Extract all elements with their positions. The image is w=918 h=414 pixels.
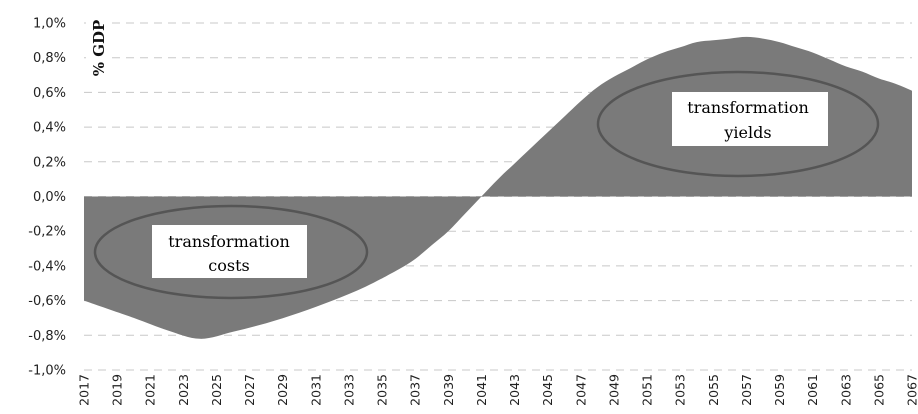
- x-tick-label: 2033: [341, 374, 356, 406]
- y-tick-label: -1,0%: [28, 364, 66, 379]
- x-tick-label: 2019: [110, 374, 125, 406]
- annotation-box: [672, 92, 828, 146]
- x-tick-label: 2017: [77, 374, 92, 406]
- annotation-line-2: yields: [723, 123, 771, 142]
- x-tick-label: 2043: [507, 374, 522, 406]
- x-tick-label: 2055: [706, 374, 721, 406]
- x-tick-label: 2029: [275, 374, 290, 406]
- annotation-box: [152, 225, 307, 278]
- annotation-transformation-costs: transformation costs: [93, 204, 369, 300]
- x-tick-label: 2063: [838, 374, 853, 406]
- x-tick-label: 2045: [540, 374, 555, 406]
- x-tick-label: 2035: [375, 374, 390, 406]
- annotation-transformation-yields: transformation yields: [596, 70, 880, 178]
- y-tick-label: 0,6%: [33, 86, 66, 101]
- x-tick-label: 2061: [805, 374, 820, 406]
- annotation-ellipse: [93, 204, 369, 300]
- annotation-ellipse: [596, 70, 880, 178]
- x-tick-label: 2031: [308, 374, 323, 406]
- x-tick-label: 2039: [441, 374, 456, 406]
- y-tick-label: -0,2%: [28, 225, 66, 240]
- y-tick-label: 1,0%: [33, 17, 66, 32]
- area-series: [84, 36, 912, 339]
- y-axis-label-group: % GDP: [86, 8, 110, 88]
- x-tick-label: 2021: [143, 374, 158, 406]
- y-tick-label: 0,0%: [33, 190, 66, 205]
- x-tick-label: 2057: [739, 374, 754, 406]
- x-tick-label: 2049: [606, 374, 621, 406]
- x-tick-label: 2065: [871, 374, 886, 406]
- y-tick-label: -0,8%: [28, 329, 66, 344]
- annotation-line-2: costs: [208, 256, 249, 275]
- x-tick-label: 2059: [772, 374, 787, 406]
- y-tick-label: 0,2%: [33, 155, 66, 170]
- annotation-line-1: transformation: [687, 98, 809, 117]
- y-tick-label: 0,8%: [33, 51, 66, 66]
- y-tick-label: -0,4%: [28, 259, 66, 274]
- x-tick-label: 2041: [474, 374, 489, 406]
- x-tick-label: 2053: [673, 374, 688, 406]
- x-tick-label: 2047: [573, 374, 588, 406]
- x-tick-label: 2051: [640, 374, 655, 406]
- y-tick-label: -0,6%: [28, 294, 66, 309]
- y-axis-label: % GDP: [90, 20, 108, 77]
- x-tick-label: 2027: [242, 374, 257, 406]
- y-axis: -1,0% -0,8% -0,6% -0,4% -0,2% 0,0% 0,2% 0,4% 0,6…: [28, 17, 66, 379]
- x-tick-label: 2023: [176, 374, 191, 406]
- x-axis: 2017 2019 2021 2023 2025 2027 2029 2031 2033 2035…: [77, 374, 918, 406]
- x-tick-label: 2025: [209, 374, 224, 406]
- x-tick-label: 2037: [408, 374, 423, 406]
- x-tick-label: 2067: [905, 374, 918, 406]
- annotation-line-1: transformation: [168, 232, 290, 251]
- y-tick-label: 0,4%: [33, 121, 66, 136]
